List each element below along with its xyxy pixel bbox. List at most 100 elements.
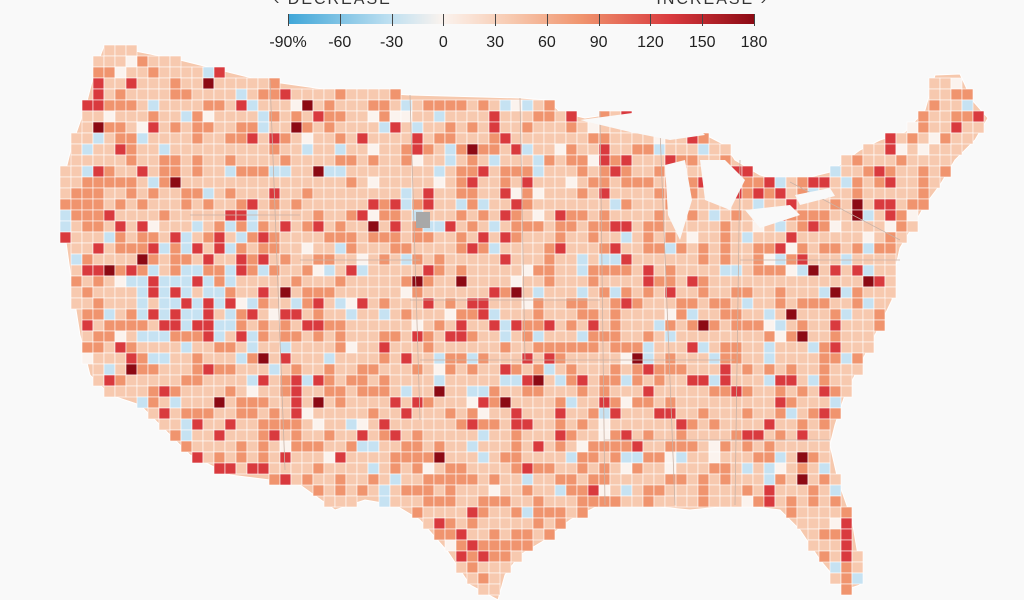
county: [510, 231, 523, 244]
county: [818, 550, 831, 563]
county: [521, 253, 534, 266]
county: [829, 484, 842, 497]
county: [554, 187, 567, 200]
county: [114, 154, 127, 167]
county: [675, 495, 688, 508]
county: [59, 231, 72, 244]
county: [389, 99, 402, 112]
county: [917, 176, 930, 189]
county: [334, 286, 347, 299]
county: [257, 253, 270, 266]
county: [719, 484, 732, 497]
county: [169, 66, 182, 79]
county: [554, 374, 567, 387]
county: [334, 418, 347, 431]
county: [631, 495, 644, 508]
county: [169, 198, 182, 211]
county: [609, 407, 622, 420]
county: [741, 440, 754, 453]
county: [598, 198, 611, 211]
county: [301, 209, 314, 222]
county: [543, 517, 556, 530]
county: [664, 451, 677, 464]
county: [488, 143, 501, 156]
county: [213, 341, 226, 354]
county: [334, 176, 347, 189]
county: [180, 363, 193, 376]
county: [169, 132, 182, 145]
county: [488, 484, 501, 497]
county: [367, 484, 380, 497]
county: [532, 385, 545, 398]
county: [543, 242, 556, 255]
county: [114, 220, 127, 233]
county: [158, 363, 171, 376]
county: [708, 352, 721, 365]
county: [279, 209, 292, 222]
county: [224, 88, 237, 101]
county: [477, 484, 490, 497]
county: [873, 275, 886, 288]
county: [422, 429, 435, 442]
county: [158, 220, 171, 233]
county: [279, 121, 292, 134]
county: [818, 451, 831, 464]
county: [257, 176, 270, 189]
county: [301, 176, 314, 189]
county: [488, 385, 501, 398]
county: [213, 396, 226, 409]
county: [246, 77, 259, 90]
county: [906, 143, 919, 156]
county: [543, 165, 556, 178]
county: [565, 418, 578, 431]
county: [873, 165, 886, 178]
legend-tick: [650, 14, 652, 26]
county: [235, 143, 248, 156]
county: [191, 341, 204, 354]
county: [488, 363, 501, 376]
county: [290, 473, 303, 486]
county: [774, 253, 787, 266]
county: [345, 154, 358, 167]
county: [796, 363, 809, 376]
county: [367, 231, 380, 244]
county: [829, 242, 842, 255]
county: [433, 473, 446, 486]
county: [114, 198, 127, 211]
county: [708, 418, 721, 431]
county: [422, 418, 435, 431]
county: [730, 253, 743, 266]
county: [510, 418, 523, 431]
county: [807, 506, 820, 519]
county: [543, 462, 556, 475]
county: [510, 264, 523, 277]
county: [840, 583, 853, 596]
county: [235, 462, 248, 475]
county: [565, 319, 578, 332]
county: [686, 209, 699, 222]
legend-tick-label: -30: [379, 34, 404, 51]
county: [785, 385, 798, 398]
county: [521, 407, 534, 420]
county: [675, 363, 688, 376]
county: [147, 110, 160, 123]
county: [246, 220, 259, 233]
county: [400, 330, 413, 343]
county: [873, 154, 886, 167]
county: [345, 418, 358, 431]
county: [224, 187, 237, 200]
county: [323, 462, 336, 475]
county: [741, 198, 754, 211]
county: [675, 374, 688, 387]
county: [389, 440, 402, 453]
legend-tick: [598, 14, 600, 26]
county: [741, 308, 754, 321]
county: [125, 286, 138, 299]
county: [774, 275, 787, 288]
county: [477, 154, 490, 167]
county: [532, 143, 545, 156]
county: [422, 484, 435, 497]
county: [576, 418, 589, 431]
county: [906, 220, 919, 233]
county: [565, 143, 578, 156]
